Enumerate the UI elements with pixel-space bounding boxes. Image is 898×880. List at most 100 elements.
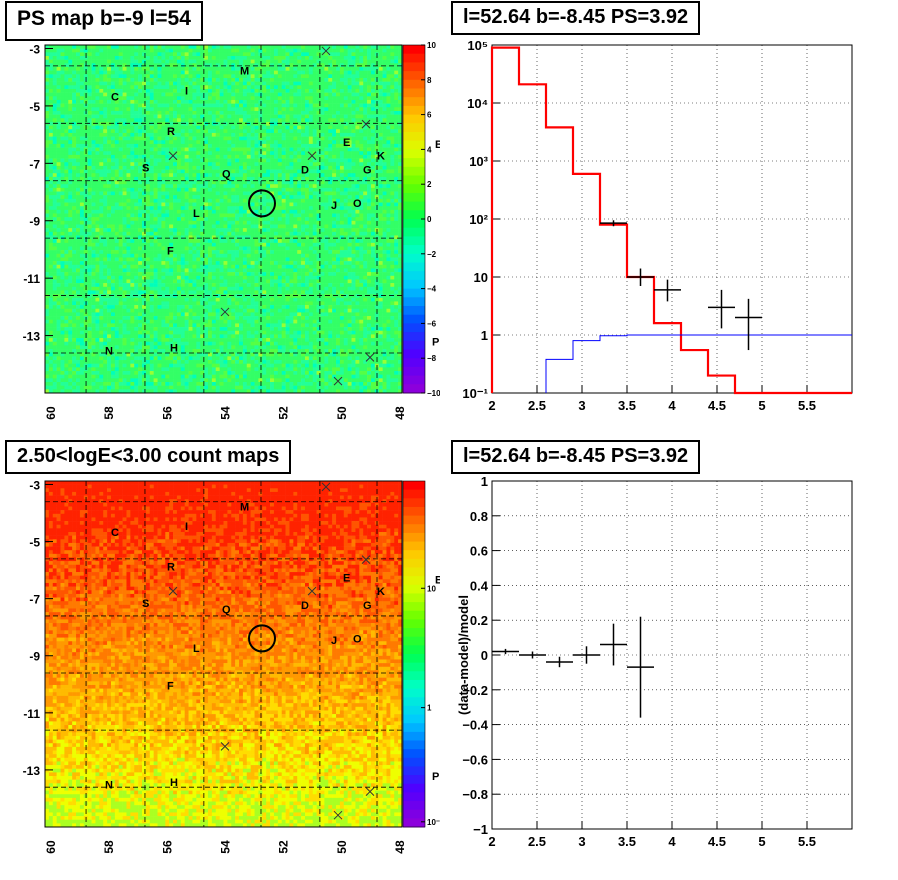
map-source-label: K [377, 586, 385, 598]
ps-map-panel: -3-5-7-9-11-1360585654525048AMCIRBEKSQDG… [0, 40, 440, 420]
colorbar-segment [403, 801, 425, 810]
colorbar-segment [403, 149, 425, 158]
colorbar-segment [403, 289, 425, 298]
x-tick-label: 5 [758, 834, 765, 849]
colorbar-segment [403, 689, 425, 698]
colorbar-segment [403, 654, 425, 663]
colorbar-segment [403, 54, 425, 63]
count-map-panel: -3-5-7-9-11-1360585654525048AMCIRBEKSQDG… [0, 475, 440, 875]
x-tick-label: 4.5 [708, 398, 726, 413]
map-source-label: N [105, 780, 113, 792]
ps-map-title: PS map b=-9 l=54 [5, 1, 203, 41]
colorbar-segment [403, 123, 425, 132]
y-axis-label: (data-model)/model [456, 595, 471, 715]
colorbar-segment [403, 323, 425, 332]
x-tick-label: 3 [578, 834, 585, 849]
colorbar-segment [403, 697, 425, 706]
map-source-label: D [301, 600, 309, 612]
map-y-tick: -3 [29, 42, 40, 56]
colorbar-segment [403, 628, 425, 637]
colorbar-segment [403, 637, 425, 646]
map-x-tick: 50 [335, 840, 349, 854]
map-source-label: O [353, 633, 362, 645]
colorbar-segment [403, 593, 425, 602]
colorbar-segment [403, 376, 425, 385]
map-source-label: Q [222, 604, 231, 616]
map-y-tick: -7 [29, 157, 40, 171]
colorbar-segment [403, 516, 425, 525]
colorbar-tick: 1 [427, 704, 432, 713]
colorbar-segment [403, 481, 425, 490]
map-x-tick: 60 [44, 840, 58, 854]
map-source-label: P [432, 771, 439, 783]
colorbar-segment [403, 245, 425, 254]
map-y-tick: -13 [23, 330, 41, 344]
colorbar-segment [403, 132, 425, 141]
map-x-tick: 56 [160, 406, 174, 420]
colorbar-segment [403, 176, 425, 185]
colorbar-segment [403, 533, 425, 542]
colorbar-segment [403, 89, 425, 98]
map-source-label: R [167, 562, 175, 574]
colorbar-segment [403, 671, 425, 680]
map-y-tick: -11 [23, 272, 40, 286]
map-x-tick: 48 [393, 406, 407, 420]
colorbar-segment [403, 350, 425, 359]
colorbar-segment [403, 141, 425, 150]
map-source-label: K [377, 151, 385, 163]
colorbar-segment [403, 818, 425, 827]
map-y-tick: -3 [29, 478, 40, 492]
map-x-tick: 60 [44, 406, 58, 420]
colorbar-segment [403, 602, 425, 611]
map-y-tick: -7 [29, 593, 40, 607]
map-source-label: S [142, 598, 149, 610]
colorbar-tick: 10 [427, 584, 436, 593]
colorbar-segment [403, 749, 425, 758]
x-tick-label: 2.5 [528, 834, 546, 849]
map-y-tick: -9 [29, 215, 40, 229]
x-tick-label: 3.5 [618, 398, 636, 413]
map-y-tick: -13 [23, 764, 41, 778]
colorbar-segment [403, 784, 425, 793]
colorbar-tick: 10 [427, 41, 436, 50]
colorbar-segment [403, 228, 425, 237]
map-source-label: F [167, 246, 174, 258]
y-tick-label: −0.8 [462, 787, 488, 802]
colorbar-segment [403, 568, 425, 577]
y-tick-label: −1 [473, 822, 488, 837]
y-tick-label: 10² [469, 212, 488, 227]
colorbar-tick: 8 [427, 76, 432, 85]
colorbar-segment [403, 810, 425, 819]
x-tick-label: 3.5 [618, 834, 636, 849]
map-source-label: L [193, 208, 200, 220]
y-tick-label: −0.6 [462, 752, 488, 767]
x-tick-label: 5 [758, 398, 765, 413]
map-source-label: J [331, 200, 337, 212]
map-x-tick: 52 [277, 406, 291, 420]
colorbar-segment [403, 680, 425, 689]
colorbar-segment [403, 158, 425, 167]
map-source-label: C [111, 91, 119, 103]
colorbar-segment [403, 263, 425, 272]
colorbar-tick: −4 [427, 285, 437, 294]
colorbar-segment [403, 367, 425, 376]
colorbar-segment [403, 193, 425, 202]
heatmap-cells [45, 45, 402, 393]
colorbar-segment [403, 71, 425, 80]
y-tick-label: 10⁻¹ [462, 386, 488, 401]
map-source-label: L [193, 643, 200, 655]
map-source-label: N [105, 345, 113, 357]
colorbar-segment [403, 280, 425, 289]
colorbar-segment [403, 167, 425, 176]
colorbar-segment [403, 306, 425, 315]
colorbar-segment [403, 792, 425, 801]
colorbar-segment [403, 80, 425, 89]
colorbar-segment [403, 106, 425, 115]
map-y-tick: -9 [29, 650, 40, 664]
colorbar-segment [403, 490, 425, 499]
colorbar-segment [403, 766, 425, 775]
